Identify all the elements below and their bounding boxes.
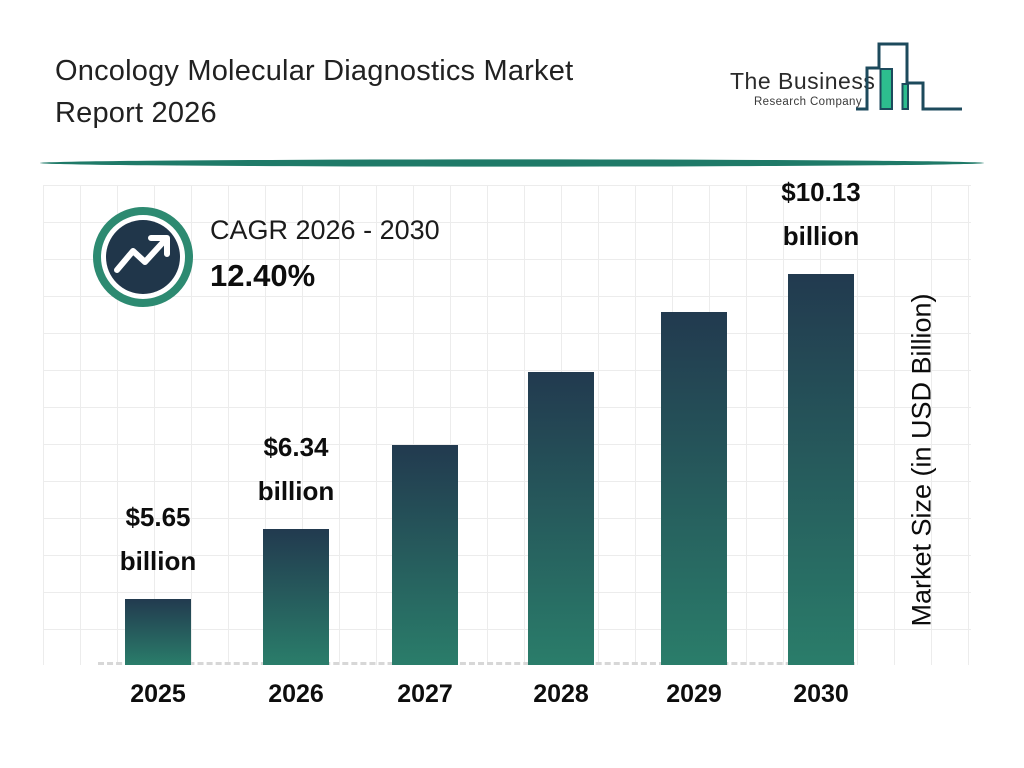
y-axis-label: Market Size (in USD Billion)	[906, 293, 937, 627]
x-tick-2025: 2025	[130, 680, 186, 708]
cagr-label: CAGR 2026 - 2030	[210, 215, 440, 245]
bar-2028	[528, 372, 594, 665]
divider-line	[40, 159, 984, 167]
x-tick-2027: 2027	[397, 680, 453, 708]
cagr-value: 12.40%	[210, 258, 316, 293]
company-subname: Research Company	[753, 96, 862, 108]
x-tick-2026: 2026	[268, 680, 324, 708]
bar-value-label-2030: $10.13 billion	[781, 177, 861, 251]
x-tick-2030: 2030	[793, 680, 849, 708]
bar-skyline-icon	[856, 42, 962, 111]
bar-2029	[661, 312, 727, 665]
bar-2030	[788, 274, 854, 665]
bar-value-label-2025: $5.65 billion	[119, 502, 197, 576]
company-name: The Business	[730, 68, 876, 94]
trending-up-badge-icon	[93, 207, 193, 307]
bar-value-label-2026: $6.34 billion	[257, 432, 335, 506]
x-tick-2028: 2028	[533, 680, 589, 708]
x-axis-baseline	[98, 662, 855, 665]
cagr-callout: CAGR 2026 - 2030 12.40%	[210, 215, 440, 294]
page-title-line1: Oncology Molecular Diagnostics Market	[55, 55, 574, 87]
bar-2025	[125, 599, 191, 665]
bar-2027	[392, 445, 458, 665]
x-tick-2029: 2029	[666, 680, 722, 708]
company-logo-text: The Business Research Company	[730, 68, 876, 108]
company-logo: The Business Research Company	[730, 42, 965, 116]
bar-2026	[263, 529, 329, 665]
page-title-line2: Report 2026	[55, 97, 217, 129]
page-title: Oncology Molecular Diagnostics Market Re…	[55, 50, 715, 134]
